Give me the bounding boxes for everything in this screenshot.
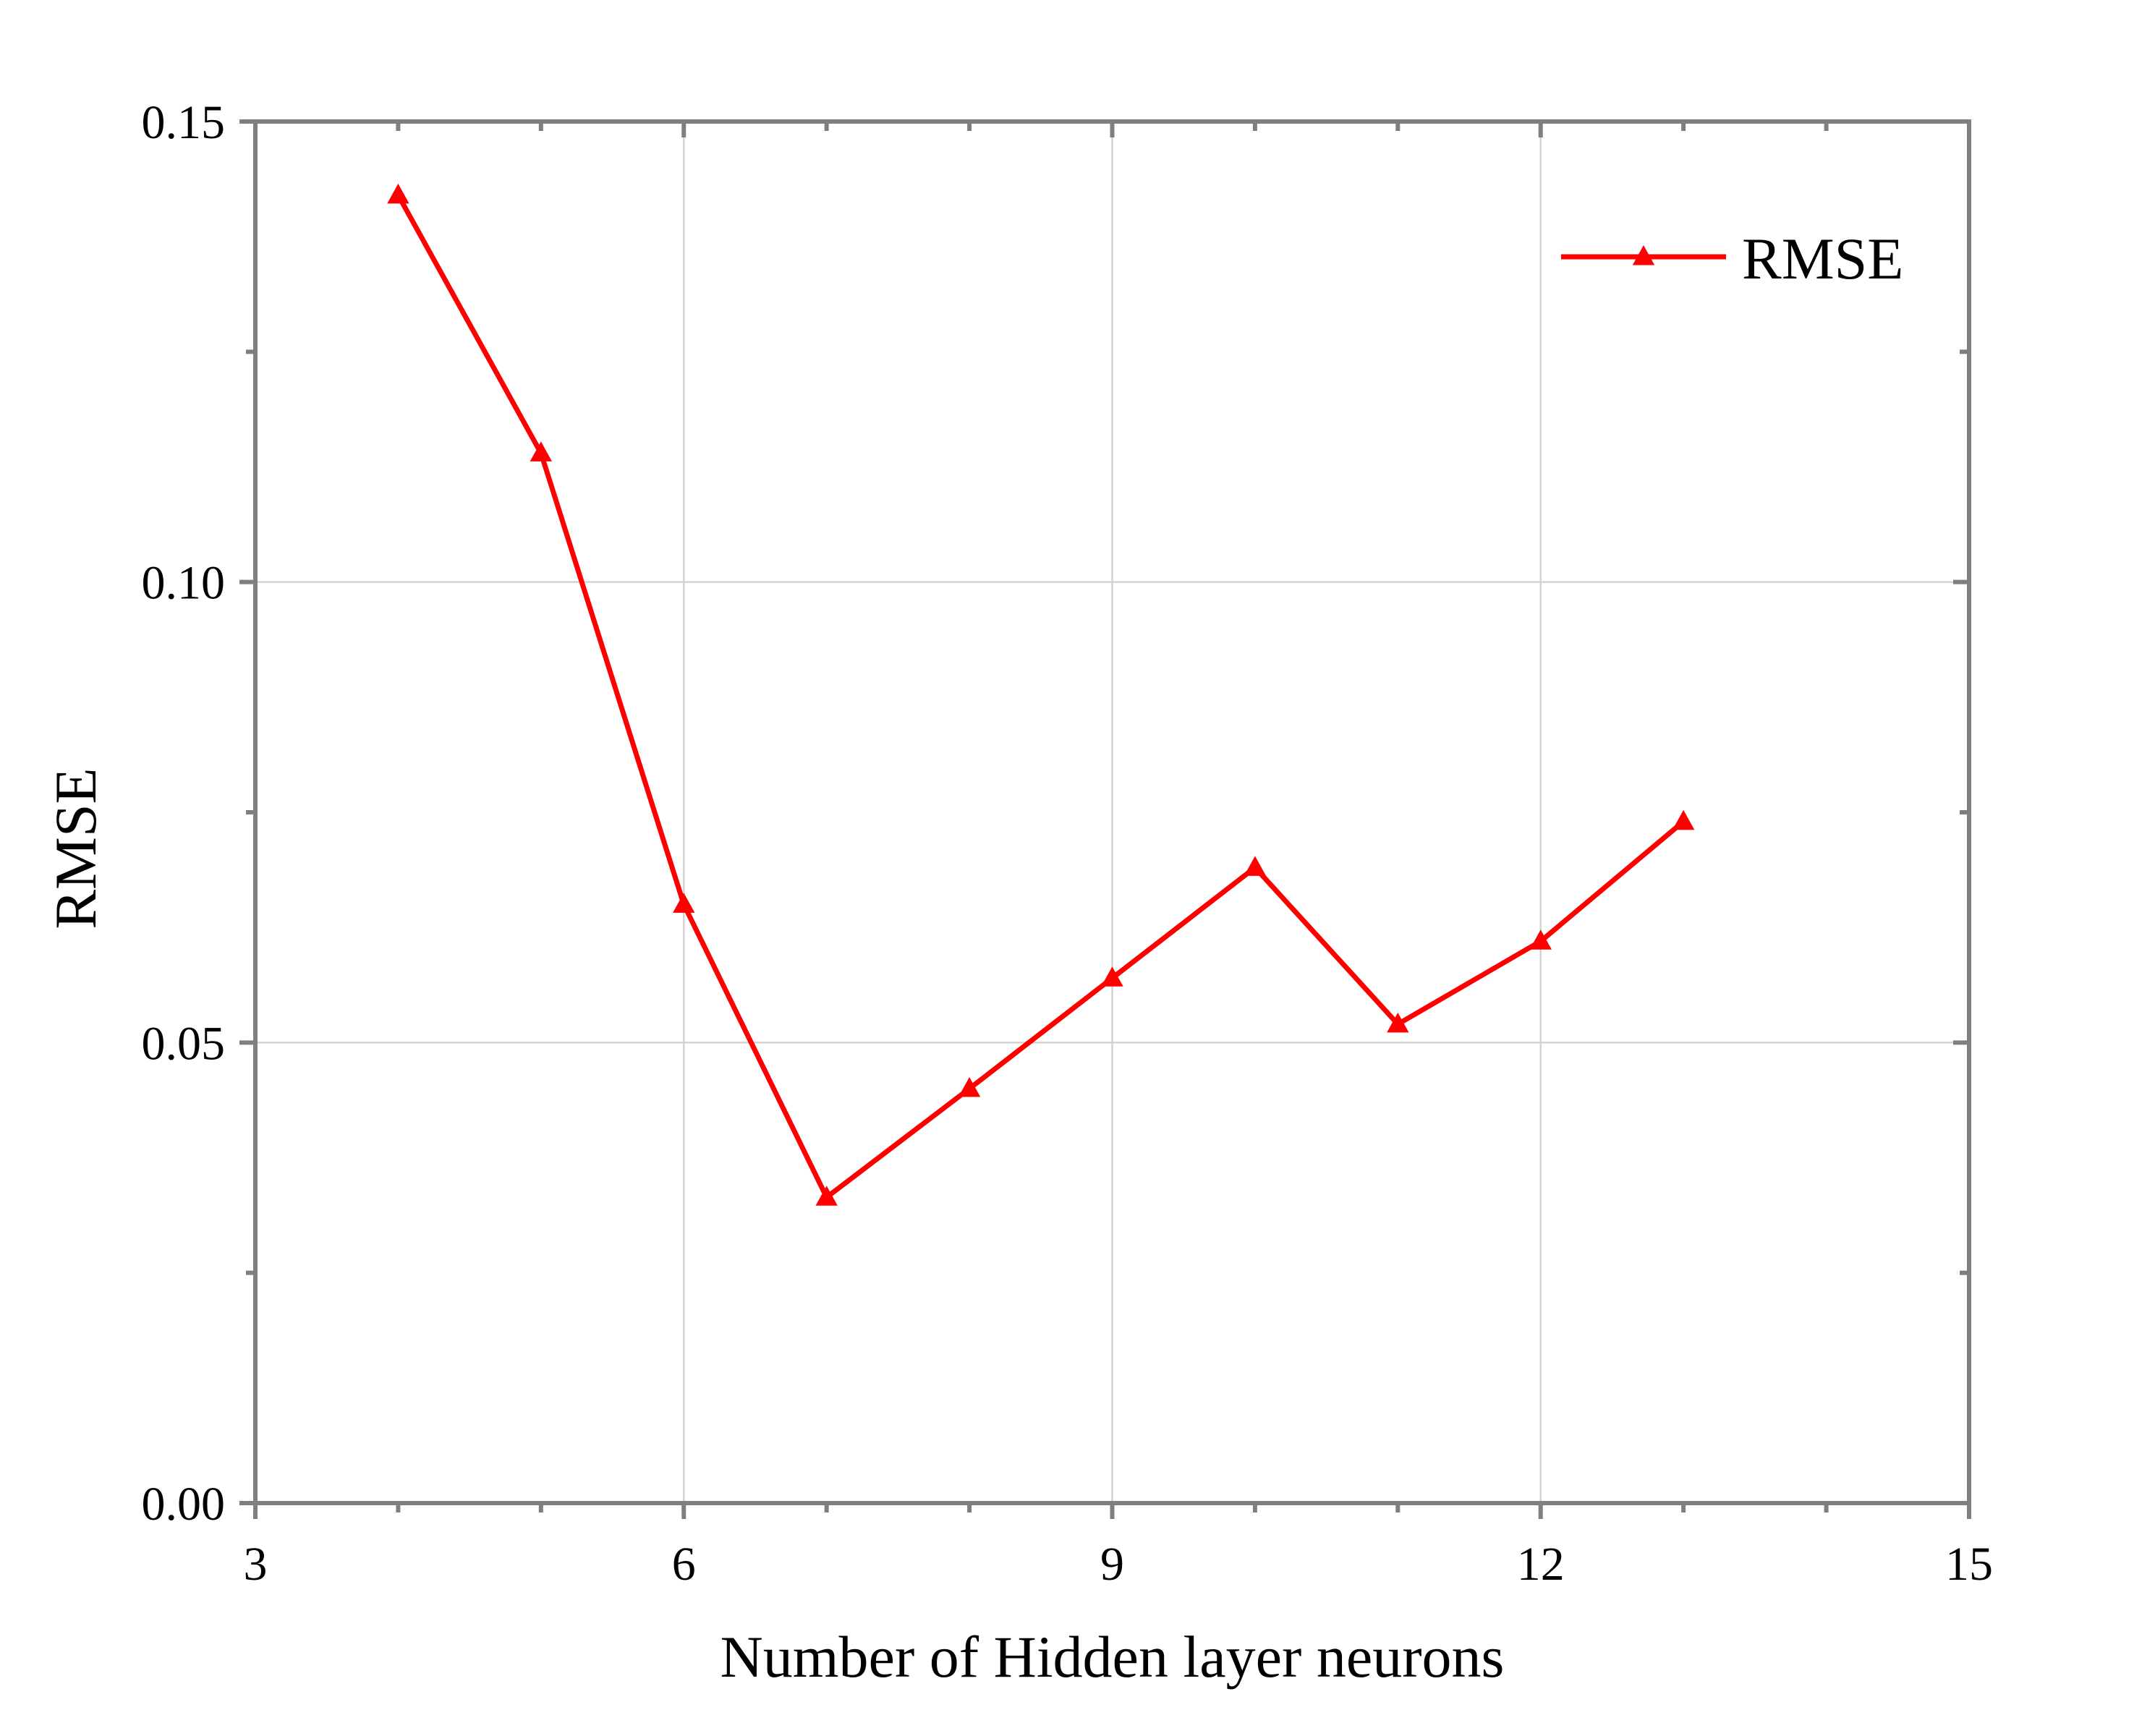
axis-ticks <box>239 119 1971 1519</box>
legend-marker-icon <box>1632 245 1655 265</box>
data-point-rmse <box>1101 966 1123 987</box>
y-tick-label: 0.00 <box>142 1478 226 1531</box>
data-point-rmse <box>815 1186 838 1206</box>
y-tick-label: 0.10 <box>142 557 226 610</box>
x-tick-label: 3 <box>244 1538 268 1591</box>
data-point-rmse <box>530 441 553 461</box>
tick-labels: 3 6 9 12 15 0.00 0.05 0.10 0.15 <box>142 96 1994 1591</box>
series-line-rmse <box>396 194 1686 1200</box>
x-tick-label: 12 <box>1517 1538 1565 1591</box>
data-point-rmse <box>1387 1012 1409 1033</box>
legend-label: RMSE <box>1742 226 1903 292</box>
data-point-rmse <box>1244 856 1267 876</box>
x-tick-label: 9 <box>1100 1538 1124 1591</box>
series-layer <box>387 183 1695 1206</box>
data-point-rmse <box>387 183 409 204</box>
y-tick-label: 0.15 <box>142 96 226 149</box>
grid-lines <box>255 122 1969 1503</box>
data-point-rmse <box>1672 809 1695 830</box>
y-axis-title: RMSE <box>43 767 109 929</box>
data-point-rmse <box>1529 929 1552 950</box>
y-tick-label: 0.05 <box>142 1017 226 1070</box>
data-point-rmse <box>958 1077 981 1097</box>
x-tick-label: 6 <box>672 1538 696 1591</box>
data-point-rmse <box>673 893 695 913</box>
x-axis-title: Number of Hidden layer neurons <box>721 1624 1505 1690</box>
x-tick-label: 15 <box>1945 1538 1993 1591</box>
legend: RMSE <box>1561 226 1903 292</box>
